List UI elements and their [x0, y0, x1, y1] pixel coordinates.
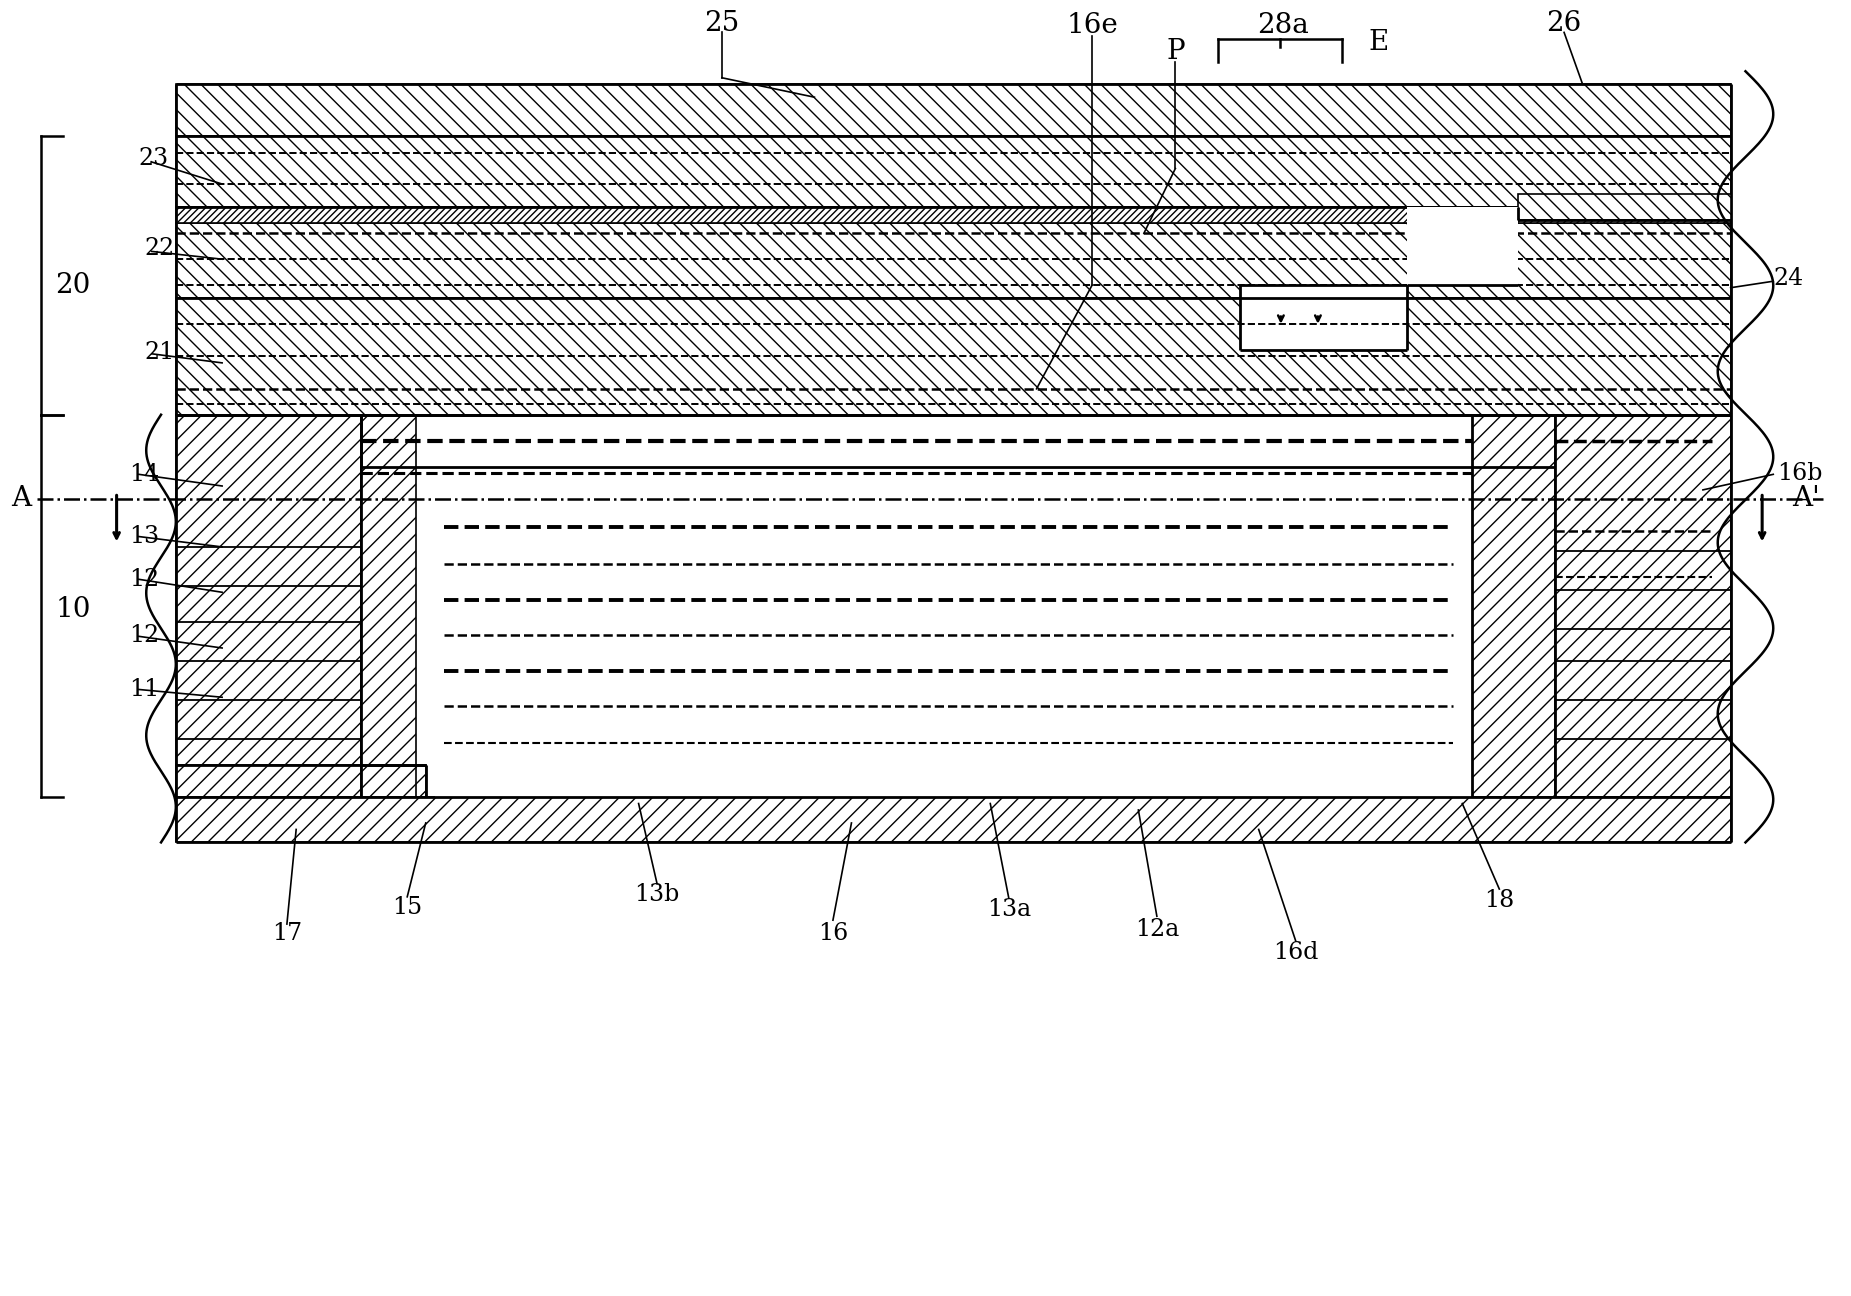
Text: 18: 18 [1485, 889, 1514, 912]
Text: 21: 21 [144, 341, 174, 364]
Text: A': A' [1792, 486, 1820, 512]
Text: 12a: 12a [1135, 918, 1179, 941]
Text: 16: 16 [818, 921, 848, 945]
Text: A: A [11, 486, 31, 512]
Text: 12: 12 [130, 568, 159, 591]
Bar [1240, 285, 1407, 350]
Text: 14: 14 [130, 463, 159, 486]
Text: 15: 15 [392, 896, 422, 919]
Bar [361, 415, 416, 797]
Bar [1518, 194, 1731, 220]
Text: 16b: 16b [1777, 461, 1823, 485]
Bar [1472, 415, 1555, 797]
Bar [176, 207, 1731, 223]
Text: 17: 17 [272, 921, 302, 945]
Text: 28a: 28a [1257, 13, 1309, 39]
Bar [176, 223, 1731, 298]
Text: 25: 25 [703, 10, 740, 36]
Text: 16e: 16e [1066, 13, 1118, 39]
Text: 10: 10 [56, 596, 91, 622]
Bar [176, 136, 1731, 207]
Bar [176, 765, 426, 797]
Text: E: E [1370, 30, 1388, 56]
Text: 20: 20 [56, 272, 91, 298]
Text: 13a: 13a [987, 898, 1031, 921]
Text: P: P [1166, 39, 1185, 65]
Bar [176, 415, 361, 797]
Text: 26: 26 [1546, 10, 1583, 36]
Text: 22: 22 [144, 237, 174, 260]
Text: 11: 11 [130, 678, 159, 701]
Text: 16d: 16d [1273, 941, 1318, 964]
Text: 13b: 13b [635, 883, 679, 906]
Bar [1407, 207, 1518, 285]
Text: 24: 24 [1773, 267, 1803, 290]
Bar [176, 298, 1731, 415]
Bar [176, 797, 1731, 842]
Text: 12: 12 [130, 623, 159, 647]
Bar [1555, 415, 1731, 797]
Text: 13: 13 [130, 525, 159, 548]
Text: 23: 23 [139, 146, 168, 170]
Bar [176, 84, 1731, 136]
Bar [435, 415, 1472, 797]
